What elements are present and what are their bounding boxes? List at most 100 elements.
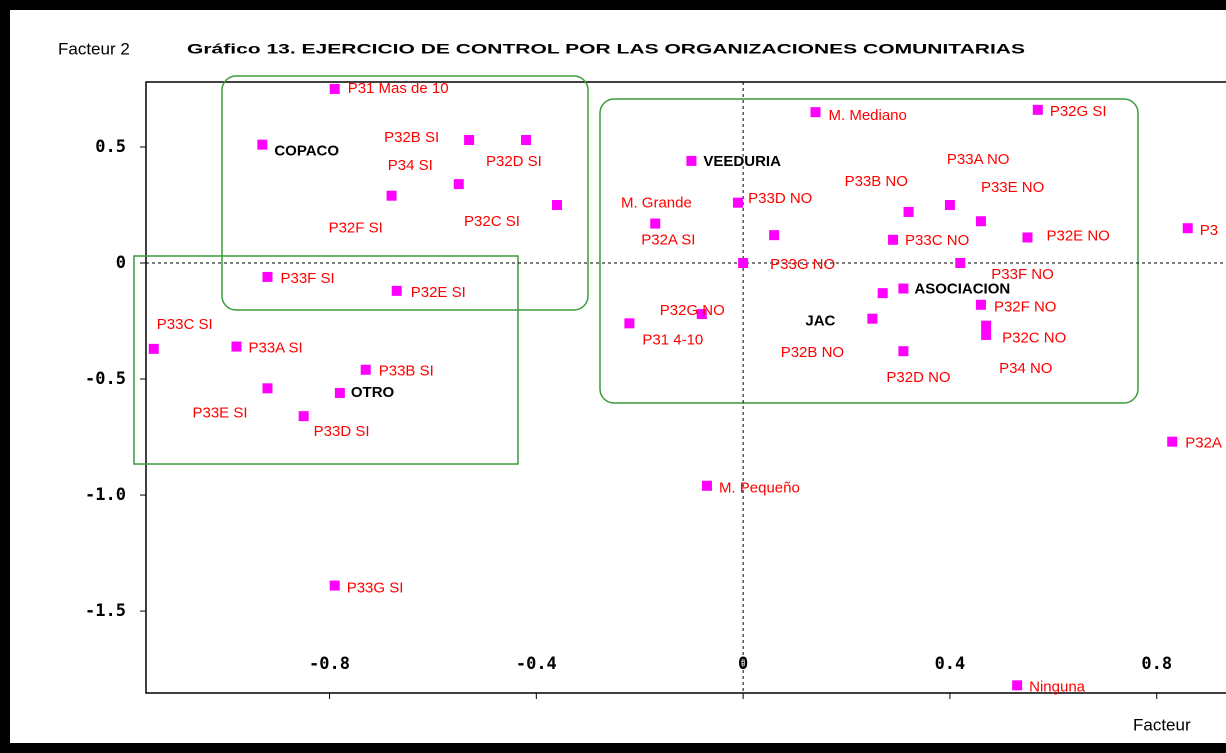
point-label: P32G NO: [660, 302, 725, 319]
x-tick-label: -0.8: [309, 654, 350, 674]
point-label: P33F SI: [280, 270, 334, 287]
group-box: [221, 75, 589, 311]
point-label: Ninguna: [1029, 678, 1086, 695]
point: [360, 364, 371, 375]
point: [257, 139, 268, 150]
point-label: P32C NO: [1002, 330, 1066, 347]
point: [1022, 232, 1033, 243]
point-label: P33C NO: [905, 232, 969, 249]
x-tick-label: 0: [738, 654, 748, 674]
point-label: ASOCIACION: [914, 280, 1010, 297]
point-label: P33B NO: [845, 173, 908, 190]
point: [955, 258, 966, 269]
point: [650, 218, 661, 229]
point: [732, 197, 743, 208]
point-label: P33B SI: [379, 363, 434, 380]
point: [1012, 680, 1023, 691]
point-label: P33F NO: [991, 266, 1054, 283]
point-label: P33G SI: [347, 580, 404, 597]
point: [391, 285, 402, 296]
point: [975, 216, 986, 227]
group-box: [133, 255, 519, 465]
point-label: JAC: [805, 313, 835, 330]
point-label: P33E SI: [192, 404, 247, 421]
point: [231, 341, 242, 352]
point: [944, 199, 955, 210]
point-label: P32A: [1185, 435, 1222, 452]
point-label: P32G SI: [1050, 103, 1107, 120]
x-tick-label: -0.4: [516, 654, 557, 674]
point: [262, 383, 273, 394]
point: [329, 580, 340, 591]
point-label: P32C SI: [464, 213, 520, 230]
point-label: P33E NO: [981, 179, 1044, 196]
point: [329, 83, 340, 94]
point-label: COPACO: [274, 143, 339, 160]
point-label: P3: [1200, 222, 1218, 239]
point: [903, 206, 914, 217]
y-tick-label: -0.5: [85, 369, 126, 389]
point: [701, 480, 712, 491]
point: [981, 329, 992, 340]
point: [696, 309, 707, 320]
point-label: P33A NO: [947, 151, 1010, 168]
point-label: P32E SI: [411, 284, 466, 301]
point: [877, 288, 888, 299]
point: [334, 387, 345, 398]
point: [898, 346, 909, 357]
point: [769, 230, 780, 241]
point-label: OTRO: [351, 384, 395, 401]
frame-bottom: [0, 743, 1226, 753]
point-label: M. Pequeño: [719, 480, 800, 497]
point-label: M. Mediano: [829, 107, 907, 124]
point: [738, 258, 749, 269]
point: [453, 179, 464, 190]
y-tick-label: 0.5: [95, 137, 126, 157]
point-label: P33D NO: [748, 190, 812, 207]
x-tick-label: 0.8: [1141, 654, 1172, 674]
point-label: P33D SI: [314, 423, 370, 440]
point-label: M. Grande: [621, 195, 692, 212]
point-label: P31 4-10: [642, 331, 703, 348]
point: [686, 155, 697, 166]
chart-title: Gráfico 13. EJERCICIO DE CONTROL POR LAS…: [187, 41, 1025, 57]
x-axis-label: Facteur: [1133, 715, 1191, 734]
point: [810, 107, 821, 118]
point: [386, 190, 397, 201]
plot-frame: [145, 81, 1226, 694]
frame-left: [0, 0, 10, 753]
point: [1032, 104, 1043, 115]
point: [552, 199, 563, 210]
point-label: P31 Mas de 10: [348, 80, 449, 97]
point-label: P32B NO: [781, 344, 844, 361]
point-label: P32B SI: [384, 129, 439, 146]
group-box: [599, 98, 1139, 404]
point: [1167, 436, 1178, 447]
point: [975, 299, 986, 310]
frame-top: [0, 0, 1226, 10]
y-tick-label: -1.5: [85, 601, 126, 621]
point-label: P33A SI: [248, 340, 302, 357]
point-label: P33C SI: [157, 316, 213, 333]
point-label: P34 SI: [388, 157, 433, 174]
point: [520, 135, 531, 146]
point: [148, 343, 159, 354]
point: [262, 271, 273, 282]
point: [298, 411, 309, 422]
point-label: P32D SI: [486, 153, 542, 170]
y-tick-label: -1.0: [85, 485, 126, 505]
point: [981, 320, 992, 331]
point-label: P34 NO: [999, 360, 1052, 377]
y-tick-label: 0: [116, 253, 126, 273]
point-label: P32A SI: [641, 232, 695, 249]
point-label: P32E NO: [1046, 227, 1109, 244]
point-label: P33G NO: [770, 256, 835, 273]
point-label: P32F NO: [994, 299, 1057, 316]
point: [624, 318, 635, 329]
point: [464, 135, 475, 146]
point-label: P32F SI: [329, 220, 383, 237]
y-axis-label: Facteur 2: [58, 39, 130, 58]
point: [867, 313, 878, 324]
